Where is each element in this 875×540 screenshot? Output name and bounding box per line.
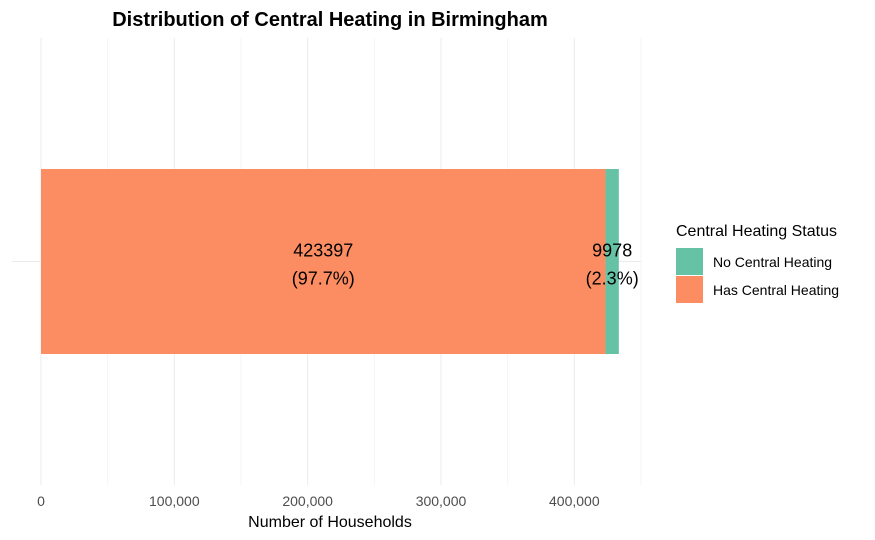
legend-label: Has Central Heating bbox=[713, 282, 839, 298]
legend-label: No Central Heating bbox=[713, 254, 832, 270]
bar-no-central-heating bbox=[605, 169, 619, 354]
x-tick-label: 400,000 bbox=[549, 493, 600, 509]
data-label-value: 9978 bbox=[592, 241, 632, 261]
data-label-percent: (2.3%) bbox=[586, 269, 639, 289]
legend-title: Central Heating Status bbox=[676, 223, 837, 240]
legend: Central Heating Status No Central Heatin… bbox=[676, 223, 839, 303]
data-label-value: 423397 bbox=[293, 241, 353, 261]
bars bbox=[41, 169, 619, 354]
bar-has-central-heating bbox=[41, 169, 606, 354]
x-tick-label: 300,000 bbox=[416, 493, 467, 509]
x-tick-label: 200,000 bbox=[282, 493, 333, 509]
x-axis-ticks: 0 100,000 200,000 300,000 400,000 bbox=[37, 493, 600, 509]
data-labels: 423397 (97.7%) 9978 (2.3%) bbox=[292, 241, 639, 289]
chart-title: Distribution of Central Heating in Birmi… bbox=[112, 9, 548, 31]
x-tick-label: 0 bbox=[37, 493, 45, 509]
data-label-percent: (97.7%) bbox=[292, 269, 355, 289]
legend-swatch bbox=[676, 248, 703, 275]
x-axis-title: Number of Households bbox=[248, 514, 412, 531]
x-tick-label: 100,000 bbox=[149, 493, 200, 509]
legend-swatch bbox=[676, 276, 703, 303]
